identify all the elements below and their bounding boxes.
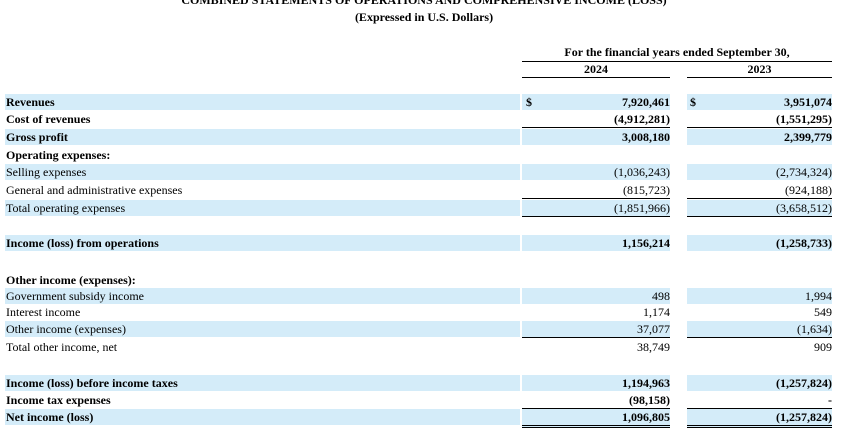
table-row: Interest income 1,174 549 bbox=[0, 304, 848, 320]
row-label: Gross profit bbox=[5, 129, 520, 145]
value-2023: 909 bbox=[814, 340, 832, 354]
row-label: Other income (expenses): bbox=[6, 273, 136, 287]
value-2023: (1,634) bbox=[687, 321, 832, 338]
currency-symbol: $ bbox=[690, 95, 696, 109]
value-2023: - bbox=[687, 392, 832, 409]
value-2024: 498 bbox=[522, 288, 670, 304]
table-row: Revenues 7,920,461 3,951,074 $ $ bbox=[0, 94, 848, 110]
value-2024: (4,912,281) bbox=[522, 111, 670, 128]
value-2024: 7,920,461 bbox=[522, 94, 670, 110]
table-row: Income (loss) from operations 1,156,214 (1… bbox=[0, 235, 848, 251]
subtitle: (Expressed in U.S. Dollars) bbox=[354, 10, 494, 24]
year-rule bbox=[687, 77, 832, 78]
value-2024: 1,096,805 bbox=[522, 409, 670, 428]
table-row: Gross profit 3,008,180 2,399,779 bbox=[0, 129, 848, 145]
table-row: Total operating expenses (1,851,966) (3,65… bbox=[0, 200, 848, 217]
value-2024: (1,851,966) bbox=[522, 200, 670, 217]
row-label: General and administrative expenses bbox=[6, 183, 183, 197]
value-2024: (98,158) bbox=[522, 392, 670, 409]
row-label: Selling expenses bbox=[5, 164, 520, 180]
period-header: For the financial years ended September … bbox=[564, 45, 790, 59]
value-2023: (924,188) bbox=[687, 182, 832, 199]
value-2024: 1,194,963 bbox=[522, 375, 670, 391]
value-2024: 3,008,180 bbox=[522, 129, 670, 145]
value-2023: (3,658,512) bbox=[687, 200, 832, 217]
value-2023: (1,257,824) bbox=[687, 375, 832, 391]
row-label: Government subsidy income bbox=[5, 288, 520, 304]
table-row: Income tax expenses (98,158) - bbox=[0, 392, 848, 409]
row-label: Net income (loss) bbox=[5, 409, 520, 425]
value-2023: 3,951,074 bbox=[687, 94, 832, 110]
value-2023: 1,994 bbox=[687, 288, 832, 304]
row-label: Other income (expenses) bbox=[5, 321, 520, 337]
table-row: Income (loss) before income taxes 1,194,9… bbox=[0, 375, 848, 391]
row-label: Income tax expenses bbox=[6, 393, 111, 407]
table-row: General and administrative expenses (815,… bbox=[0, 182, 848, 199]
value-2024: 1,156,214 bbox=[522, 235, 670, 251]
row-label: Total other income, net bbox=[6, 340, 118, 354]
table-row: Operating expenses: bbox=[0, 147, 848, 163]
year-rule bbox=[522, 77, 670, 78]
value-2023: (1,257,824) bbox=[687, 409, 832, 428]
table-row: Selling expenses (1,036,243) (2,734,324) bbox=[0, 164, 848, 180]
table-row: Total other income, net 38,749 909 bbox=[0, 339, 848, 355]
value-2023: 549 bbox=[814, 305, 832, 319]
value-2024: 1,174 bbox=[643, 305, 670, 319]
value-2024: 37,077 bbox=[522, 321, 670, 338]
value-2023: (1,258,733) bbox=[687, 235, 832, 251]
table-row: Cost of revenues (4,912,281) (1,551,295) bbox=[0, 111, 848, 128]
year: 2023 bbox=[747, 62, 772, 76]
value-2024: (815,723) bbox=[522, 182, 670, 199]
table-row: Other income (expenses) 37,077 (1,634) bbox=[0, 321, 848, 338]
value-2024: (1,036,243) bbox=[522, 164, 670, 180]
row-label: Revenues bbox=[5, 94, 520, 110]
year: 2024 bbox=[584, 62, 608, 76]
table-row: Net income (loss) 1,096,805 (1,257,824) bbox=[0, 409, 848, 428]
header-rule bbox=[522, 61, 832, 62]
title: COMBINED STATEMENTS OF OPERATIONS AND CO… bbox=[181, 0, 667, 7]
row-label: Total operating expenses bbox=[5, 200, 520, 216]
row-label: Interest income bbox=[6, 305, 81, 319]
row-label: Income (loss) from operations bbox=[5, 235, 520, 251]
row-label: Operating expenses: bbox=[6, 148, 111, 162]
row-label: Income (loss) before income taxes bbox=[5, 375, 520, 391]
table-row: Other income (expenses): bbox=[0, 272, 848, 288]
table-row: Government subsidy income 498 1,994 bbox=[0, 288, 848, 304]
currency-symbol: $ bbox=[526, 95, 532, 109]
value-2023: (2,734,324) bbox=[687, 164, 832, 180]
row-label: Cost of revenues bbox=[6, 112, 91, 126]
value-2023: (1,551,295) bbox=[687, 111, 832, 128]
value-2023: 2,399,779 bbox=[687, 129, 832, 145]
value-2024: 38,749 bbox=[637, 340, 670, 354]
